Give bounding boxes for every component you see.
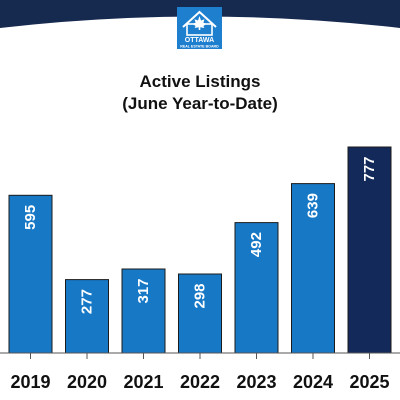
maple-leaf-house-icon: [182, 10, 217, 36]
x-tick-label-2023: 2023: [236, 372, 276, 392]
bar-2020: [65, 279, 109, 354]
bar-2019: [8, 194, 53, 354]
x-axis-ticks-group: 2019 2020 2021 2022 2023 2024 2025: [10, 353, 390, 392]
x-tick-label-2020: 2020: [67, 372, 107, 392]
data-label-2025: 777: [361, 156, 378, 181]
bars-group: [8, 146, 392, 354]
data-label-2020: 277: [79, 289, 96, 314]
data-label-2023: 492: [248, 232, 265, 257]
chart-subtitle: (June Year-to-Date): [122, 94, 278, 113]
data-label-2021: 317: [135, 278, 152, 303]
data-labels-group: 595 277 317 298 492 639 777: [22, 156, 378, 314]
chart-title: Active Listings: [140, 72, 261, 91]
x-tick-label-2022: 2022: [180, 372, 220, 392]
bar-2024: [291, 183, 335, 354]
data-label-2022: 298: [192, 283, 209, 308]
x-tick-label-2019: 2019: [10, 372, 50, 392]
logo-tagline: REAL ESTATE BOARD: [180, 45, 219, 49]
x-tick-label-2024: 2024: [293, 372, 333, 392]
data-label-2019: 595: [22, 205, 39, 230]
data-label-2024: 639: [305, 193, 322, 218]
logo-wordmark: OTTAWA: [185, 37, 214, 44]
ottawa-real-estate-board-logo: OTTAWA REAL ESTATE BOARD: [177, 7, 222, 49]
x-tick-label-2021: 2021: [123, 372, 163, 392]
bar-2025: [347, 146, 392, 354]
x-tick-label-2025: 2025: [349, 372, 389, 392]
